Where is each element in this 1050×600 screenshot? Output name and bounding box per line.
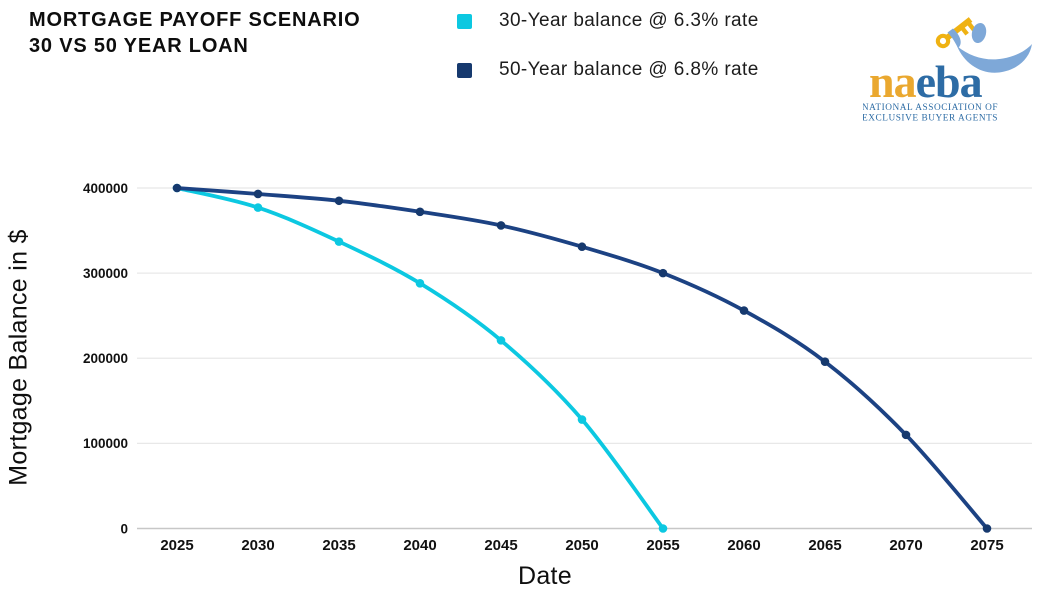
series-50yr-point: [739, 306, 749, 315]
series-50yr-point: [982, 524, 992, 533]
legend-item-50yr: 50-Year balance @ 6.8% rate: [457, 59, 759, 80]
series-30yr-point: [334, 237, 344, 246]
legend-swatch-50yr-icon: [457, 62, 472, 78]
series-50yr-point: [415, 207, 425, 217]
series-30yr-point: [415, 279, 425, 288]
y-tick-label: 400000: [83, 181, 128, 196]
x-tick-label: 2030: [241, 537, 274, 554]
series-50yr-point: [334, 196, 344, 206]
x-tick-label: 2045: [484, 537, 517, 554]
series-50yr-point: [172, 183, 182, 193]
x-tick-label: 2065: [808, 537, 841, 554]
legend-label-30yr: 30-Year balance @ 6.3% rate: [499, 10, 759, 31]
series-30yr-point: [658, 524, 668, 533]
series-50yr-point: [496, 221, 506, 230]
y-tick-label: 200000: [83, 351, 128, 366]
x-tick-label: 2055: [646, 537, 679, 554]
y-tick-label: 100000: [83, 436, 128, 451]
logo-tagline-line1: NATIONAL ASSOCIATION OF: [863, 103, 998, 113]
series-50yr-point: [658, 268, 668, 278]
person-icon: [947, 22, 1032, 73]
legend-item-30yr: 30-Year balance @ 6.3% rate: [457, 10, 759, 31]
series-50yr-point: [253, 189, 263, 199]
x-tick-label: 2040: [403, 537, 436, 554]
x-tick-label: 2060: [727, 537, 760, 554]
series-30yr-point: [577, 415, 587, 424]
series-50yr-point: [901, 430, 911, 440]
logo-wordmark: naeba: [869, 56, 983, 107]
chart-title-line2: 30 VS 50 YEAR LOAN: [29, 35, 249, 57]
logo-tagline-line2: EXCLUSIVE BUYER AGENTS: [863, 114, 998, 124]
x-axis-title: Date: [517, 562, 572, 590]
x-tick-label: 2035: [322, 537, 355, 554]
legend: 30-Year balance @ 6.3% rate 50-Year bala…: [457, 10, 759, 110]
chart-title: MORTGAGE PAYOFF SCENARIO 30 VS 50 YEAR L…: [29, 7, 360, 59]
line-chart-plot-area: 0 100000 200000 300000 400000 2025 2030 2035 204…: [83, 181, 1032, 554]
series-50yr-point: [577, 242, 587, 252]
x-tick-label: 2025: [160, 537, 193, 554]
x-tick-label: 2075: [970, 537, 1003, 554]
x-tick-label: 2070: [889, 537, 922, 554]
legend-swatch-30yr-icon: [457, 13, 472, 29]
naeba-logo: naeba NATIONAL ASSOCIATION OF EXCLUSIVE …: [863, 17, 1032, 124]
legend-label-50yr: 50-Year balance @ 6.8% rate: [499, 59, 759, 80]
series-30yr-point: [496, 336, 506, 345]
y-tick-label: 300000: [83, 266, 128, 281]
x-tick-label: 2050: [565, 537, 598, 554]
chart-title-line1: MORTGAGE PAYOFF SCENARIO: [29, 9, 361, 31]
series-50yr-point: [820, 357, 830, 366]
series-30yr-point: [253, 203, 263, 212]
y-tick-label: 0: [120, 521, 128, 536]
